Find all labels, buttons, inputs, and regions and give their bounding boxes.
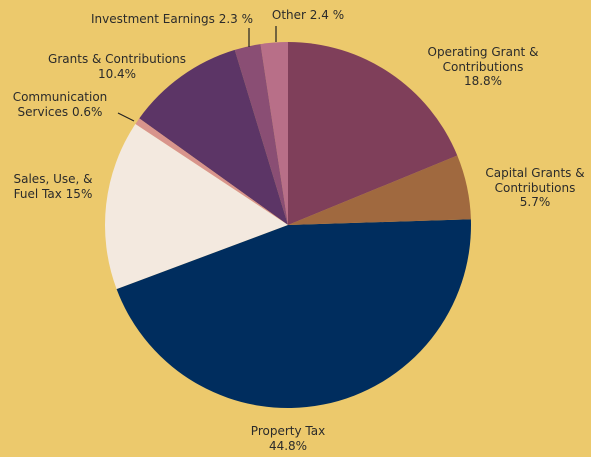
pie-slice (234, 44, 288, 226)
slice-name: Capital Grants & Contributions (485, 166, 585, 195)
pie-slice (105, 124, 288, 290)
pie-slice (288, 155, 471, 225)
slice-label: Grants & Contributions 10.4% (32, 52, 202, 81)
slice-label: Property Tax 44.8% (228, 424, 348, 453)
slice-name: Communication Services (12, 90, 108, 119)
slice-value: 18.8% (463, 74, 503, 88)
slice-label: Communication Services 0.6% (0, 90, 123, 119)
slice-value: 2.3 % (218, 12, 253, 26)
slice-value: 2.4 % (309, 8, 345, 22)
slice-name: Other (271, 8, 306, 22)
slice-value: 15% (65, 186, 93, 201)
slice-label: Operating Grant & Contributions 18.8% (413, 45, 553, 89)
slice-name: Operating Grant & Contributions (427, 45, 539, 74)
slice-name: Investment Earnings (91, 12, 215, 26)
slice-value: 44.8% (268, 438, 308, 453)
slice-name: Sales, Use, & Fuel Tax (13, 172, 93, 201)
slice-label: Other 2.4 % (263, 8, 353, 23)
pie-slice (260, 42, 288, 225)
slice-label: Sales, Use, & Fuel Tax 15% (6, 172, 101, 201)
pie-slice (116, 219, 471, 408)
pie-slice (135, 118, 288, 225)
slice-label: Investment Earnings 2.3 % (72, 12, 272, 27)
pie-slice (139, 49, 288, 226)
slice-value: 10.4% (97, 66, 137, 81)
slice-name: Grants & Contributions (48, 52, 186, 66)
slice-name: Property Tax (250, 424, 326, 438)
slice-label: Capital Grants & Contributions 5.7% (478, 166, 591, 210)
slice-value: 5.7% (519, 195, 551, 209)
slice-value: 0.6% (71, 104, 103, 119)
pie-slice (288, 42, 458, 225)
leader-line (117, 112, 135, 122)
